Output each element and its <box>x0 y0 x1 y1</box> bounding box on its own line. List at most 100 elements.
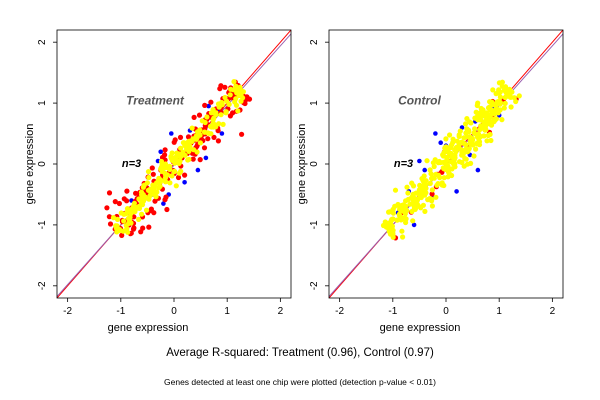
data-point-yellow <box>169 173 175 179</box>
data-point-red <box>159 154 166 161</box>
data-point-yellow <box>497 94 503 100</box>
data-point-yellow <box>473 109 479 115</box>
data-point-yellow <box>220 121 226 127</box>
data-point-yellow <box>403 198 409 204</box>
data-point-yellow <box>463 142 469 148</box>
data-point-yellow <box>516 93 522 99</box>
data-point-yellow <box>390 234 396 240</box>
data-point-red <box>185 134 192 140</box>
y-tick-label: 1 <box>309 100 320 106</box>
data-point-yellow <box>470 141 476 147</box>
data-point-yellow <box>448 159 454 165</box>
data-point-yellow <box>145 187 151 193</box>
data-point-yellow <box>171 168 177 175</box>
data-point-yellow <box>211 110 217 116</box>
data-point-yellow <box>216 103 223 109</box>
data-point-yellow <box>121 218 127 224</box>
data-point-yellow <box>139 200 145 206</box>
data-point-yellow <box>410 191 416 197</box>
x-tick-label: -1 <box>116 306 125 317</box>
data-point-yellow <box>468 120 474 126</box>
data-point-red <box>106 190 113 196</box>
data-point-red <box>138 229 144 235</box>
x-tick-label: 2 <box>278 306 284 317</box>
data-point-yellow <box>433 171 439 177</box>
x-tick-label: 1 <box>496 306 502 317</box>
data-point-yellow <box>414 197 420 203</box>
data-point-red <box>222 84 228 90</box>
data-point-red <box>239 131 245 137</box>
data-point-blue <box>169 131 174 136</box>
data-point-red <box>201 145 208 151</box>
data-point-yellow <box>502 100 508 106</box>
x-tick-label: 1 <box>224 306 230 317</box>
data-point-yellow <box>410 218 416 224</box>
data-point-yellow <box>496 98 502 105</box>
data-point-yellow <box>412 206 418 212</box>
data-point-yellow <box>407 201 413 207</box>
data-point-yellow <box>173 183 179 189</box>
data-point-yellow <box>495 109 501 115</box>
data-point-yellow <box>490 87 496 93</box>
data-point-yellow <box>459 150 465 156</box>
data-point-yellow <box>208 124 215 130</box>
data-point-yellow <box>468 160 474 166</box>
y-axis-label: gene expression <box>296 124 308 205</box>
data-point-yellow <box>437 175 443 181</box>
data-point-red <box>119 232 125 238</box>
x-tick-label: -2 <box>335 306 344 317</box>
data-point-yellow <box>491 102 497 108</box>
y-tick-label: 2 <box>309 39 320 45</box>
data-point-red <box>148 207 154 213</box>
data-point-red <box>208 99 214 105</box>
data-point-yellow <box>227 92 233 98</box>
data-point-yellow <box>429 175 435 181</box>
data-point-yellow <box>121 211 127 217</box>
data-point-red <box>215 138 221 144</box>
data-point-yellow <box>139 211 145 217</box>
data-point-yellow <box>487 118 493 124</box>
data-point-yellow <box>178 168 184 174</box>
data-point-blue <box>182 180 187 185</box>
data-point-yellow <box>445 174 451 180</box>
data-point-yellow <box>478 117 484 123</box>
data-point-yellow <box>468 136 474 142</box>
data-point-red <box>146 224 152 230</box>
data-point-yellow <box>233 96 239 102</box>
data-point-yellow <box>186 148 192 154</box>
data-point-yellow <box>223 110 229 116</box>
data-point-blue <box>206 103 211 109</box>
data-point-yellow <box>410 197 417 203</box>
data-point-yellow <box>395 201 401 208</box>
data-point-yellow <box>502 84 509 90</box>
data-point-yellow <box>191 147 197 153</box>
sample-size-label: n=3 <box>394 158 413 170</box>
data-point-yellow <box>151 191 157 197</box>
x-tick-label: 0 <box>443 306 449 317</box>
data-point-yellow <box>482 127 488 133</box>
data-point-yellow <box>136 216 142 222</box>
data-point-yellow <box>190 136 196 142</box>
data-point-yellow <box>181 140 187 146</box>
data-point-yellow <box>473 146 479 152</box>
data-point-red <box>202 102 208 108</box>
data-point-yellow <box>177 158 183 164</box>
data-point-yellow <box>508 94 514 100</box>
data-point-blue <box>438 140 444 145</box>
data-point-yellow <box>386 209 392 215</box>
data-point-red <box>244 94 250 100</box>
data-point-red <box>106 214 112 220</box>
data-point-yellow <box>461 163 467 169</box>
data-point-yellow <box>178 145 184 151</box>
data-point-yellow <box>493 91 499 97</box>
data-point-yellow <box>427 180 433 186</box>
data-point-red <box>182 172 188 178</box>
y-tick-label: -2 <box>309 281 320 290</box>
data-point-yellow <box>471 153 477 159</box>
data-point-yellow <box>474 102 480 109</box>
data-point-blue <box>161 201 166 206</box>
data-point-yellow <box>147 193 153 199</box>
data-point-yellow <box>431 163 437 170</box>
x-tick-label: 2 <box>550 306 556 317</box>
